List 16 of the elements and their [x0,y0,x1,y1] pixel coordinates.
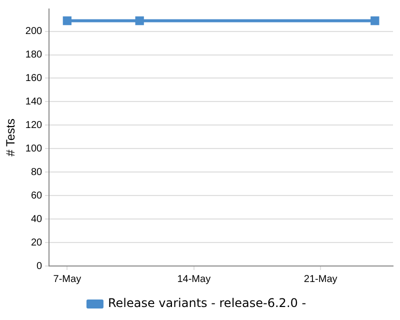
x-tick-label: 14-May [177,274,211,285]
y-tick-label: 160 [25,72,43,84]
y-tick-label: 100 [25,143,43,154]
y-tick-label: 20 [30,237,43,248]
legend-label: Release variants - release-6.2.0 - [108,296,306,310]
y-tick-label: 60 [30,190,43,202]
y-tick-label: 200 [25,26,43,38]
x-tick-label: 21-May [304,274,338,285]
y-tick-label: 40 [30,214,43,225]
y-tick-label: 0 [36,260,43,272]
y-axis-title: # Tests [4,118,18,156]
x-tick-label: 7-May [53,274,82,285]
y-tick-label: 80 [30,166,43,178]
y-tick-label: 120 [25,120,43,131]
y-tick-label: 180 [25,50,43,61]
y-tick-label: 140 [25,96,43,108]
